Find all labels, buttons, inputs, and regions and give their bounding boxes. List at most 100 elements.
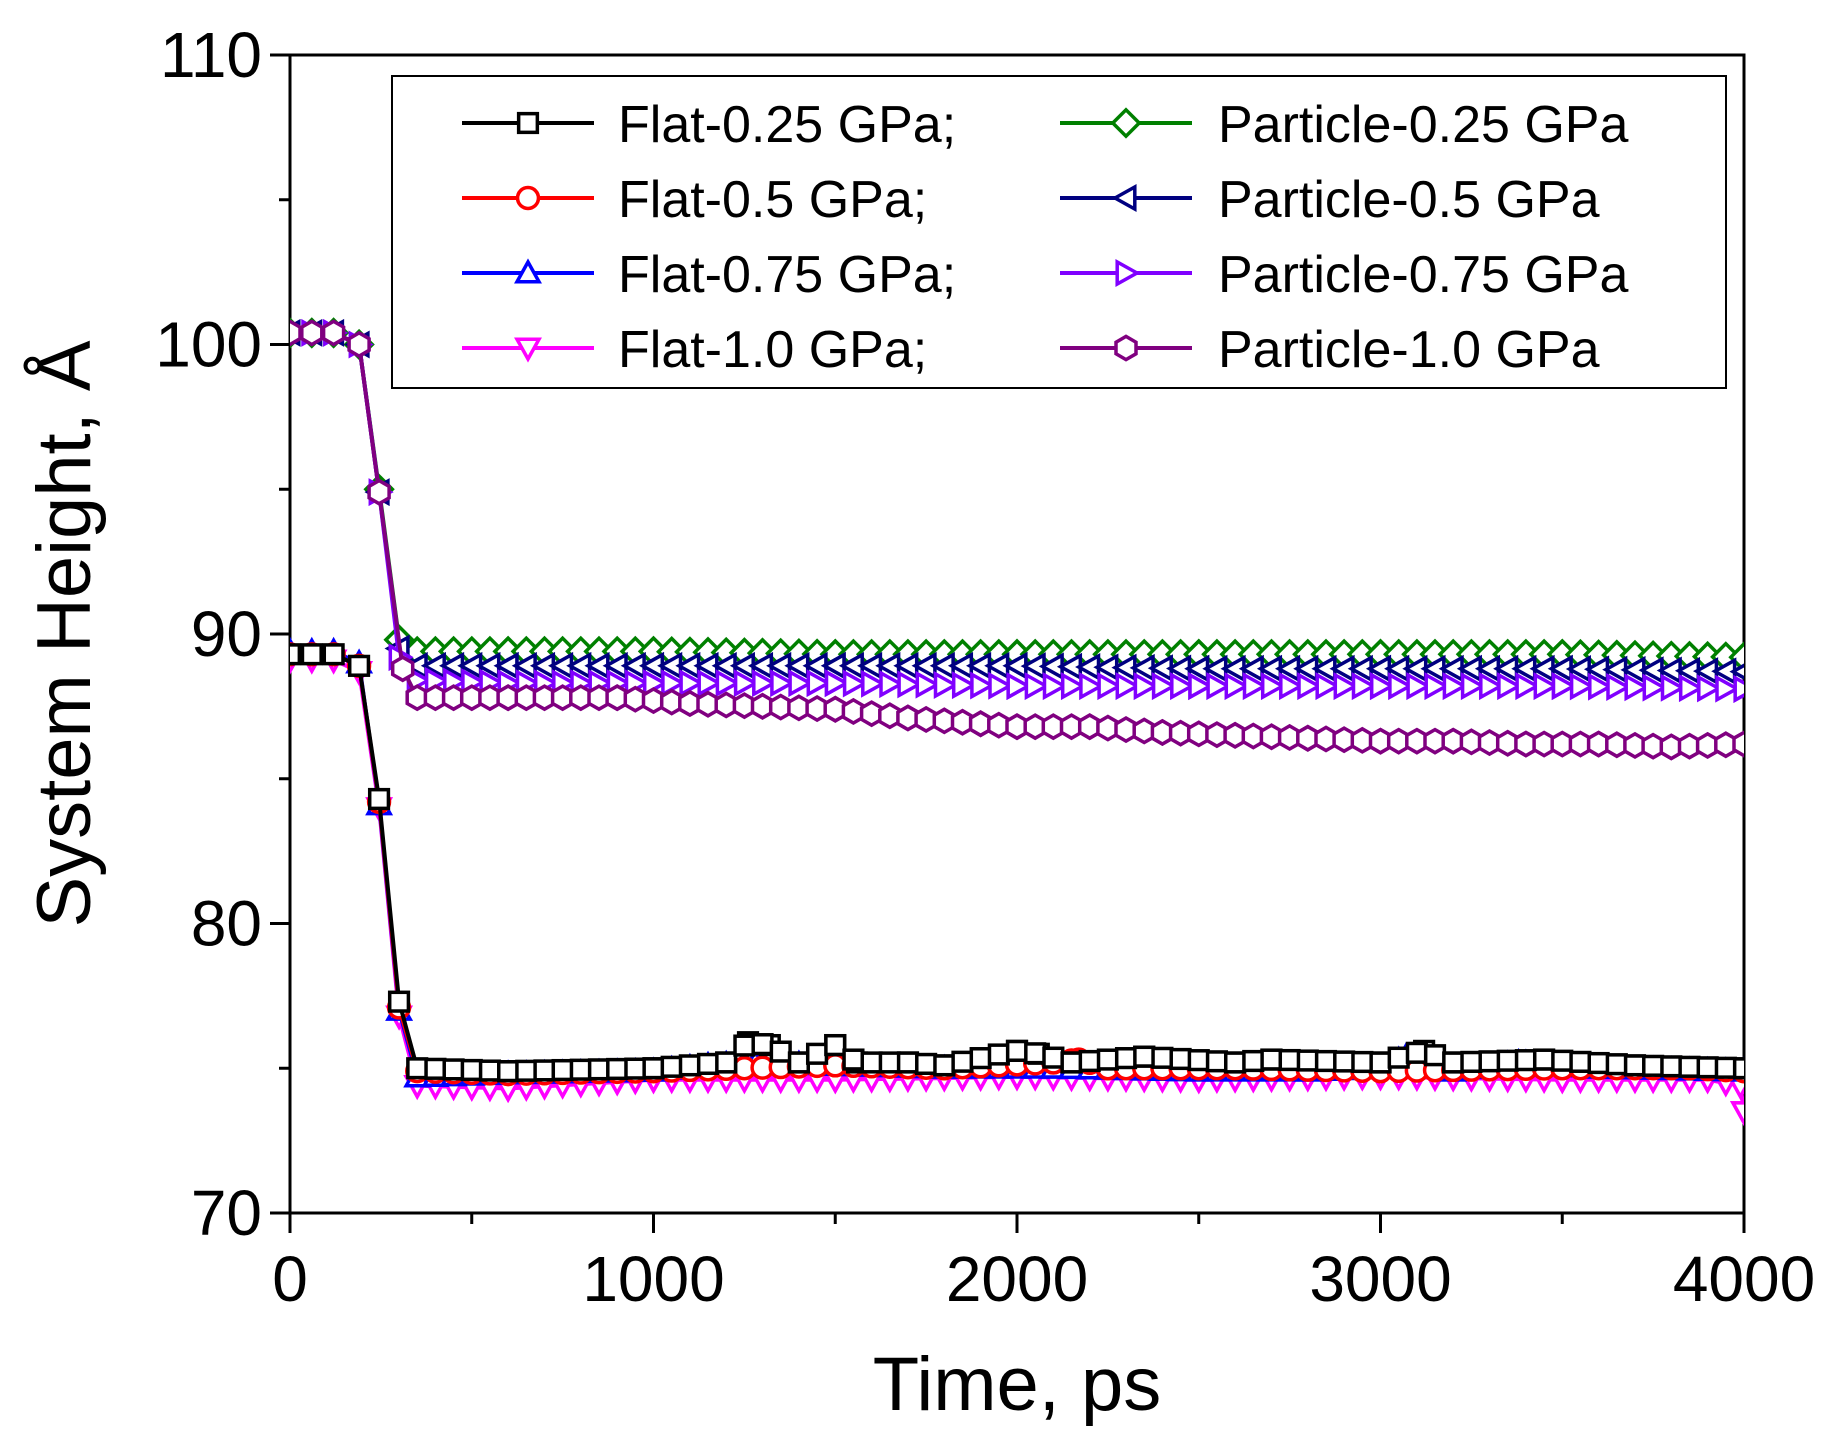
line-marker (933, 1054, 956, 1077)
line-marker (1715, 674, 1741, 703)
data-point (347, 330, 371, 359)
series-0 (290, 643, 1744, 1083)
line-marker (1060, 1051, 1083, 1074)
legend-item: Particle-0.25 GPa (1060, 96, 1628, 154)
legend-label: Flat-0.25 GPa; (618, 96, 956, 154)
line-marker (1024, 1042, 1047, 1065)
x-tick-label: 2000 (946, 1243, 1088, 1315)
series-7 (290, 319, 1744, 761)
line-marker (1496, 1049, 1519, 1072)
line-marker (1369, 672, 1396, 701)
legend-box (391, 75, 1727, 389)
line-marker (788, 669, 814, 698)
legend-marker (1111, 184, 1137, 212)
line-marker (861, 669, 887, 698)
line-marker (1733, 675, 1744, 703)
line-marker (1460, 1050, 1483, 1073)
series-6 (290, 318, 1744, 703)
series-layer (290, 317, 1744, 1127)
legend-marker (516, 111, 540, 135)
axis-ticks: 0 1000 2000 3000 4000 70 80 90 100 110 (155, 19, 1815, 1315)
line-marker (1732, 730, 1744, 758)
line-marker (1096, 1048, 1119, 1071)
legend-marker (1115, 259, 1141, 287)
legend-label: Flat-0.75 GPa; (618, 246, 956, 304)
line-marker (770, 669, 796, 698)
data-point (290, 643, 302, 666)
line-marker (824, 669, 850, 698)
line-marker (1205, 1050, 1229, 1073)
line-marker (606, 1057, 629, 1081)
legend-label: Particle-0.25 GPa (1218, 96, 1628, 154)
line-marker (1606, 673, 1632, 701)
data-point (290, 319, 302, 347)
line-marker (1424, 672, 1450, 701)
line-marker (1114, 1047, 1138, 1070)
line-marker (1387, 1046, 1410, 1069)
line-marker (1728, 641, 1744, 673)
line-marker (769, 1040, 792, 1063)
line-marker (933, 671, 959, 699)
line-marker (1697, 674, 1723, 703)
line-marker (878, 1051, 901, 1074)
legend-marker (1110, 107, 1142, 139)
line-marker (1442, 672, 1468, 701)
line-marker (1551, 1049, 1574, 1072)
line-marker (1532, 1048, 1556, 1071)
legend-marker (515, 185, 541, 211)
line-marker (1642, 673, 1668, 702)
line-marker (1478, 1050, 1501, 1073)
line-marker (678, 1054, 701, 1077)
legend-marker (514, 337, 542, 363)
line-marker (660, 1055, 683, 1078)
legend-item: Flat-0.5 GPa; (462, 171, 927, 229)
line-marker (951, 671, 978, 700)
legend-label: Flat-1.0 GPa; (618, 321, 927, 379)
data-point (347, 654, 371, 677)
data-point (367, 478, 391, 506)
line-marker (1024, 672, 1050, 701)
line-marker (1588, 672, 1614, 701)
line-marker (751, 1033, 774, 1056)
line-marker (1406, 672, 1432, 701)
line-marker (1242, 1049, 1265, 1073)
line-marker (1042, 672, 1068, 701)
y-tick-label: 100 (155, 309, 262, 381)
line-marker (515, 1059, 538, 1082)
line-marker (1678, 1055, 1701, 1078)
line-marker (1206, 672, 1232, 701)
data-point (367, 787, 391, 811)
line-marker (860, 1051, 883, 1074)
line-marker (661, 669, 687, 698)
line-marker (533, 1059, 556, 1082)
data-point (321, 319, 346, 347)
legend-label: Particle-1.0 GPa (1218, 321, 1600, 379)
line-marker (1187, 1049, 1210, 1072)
line-marker (842, 1048, 865, 1071)
y-tick-label: 70 (191, 1177, 262, 1249)
legend: Flat-0.25 GPa; Flat-0.5 GPa; Flat-0.75 GPa… (462, 96, 1628, 379)
line-marker (951, 1050, 974, 1073)
line-marker (1005, 1039, 1029, 1062)
y-tick-label: 80 (191, 888, 262, 960)
legend-item: Flat-1.0 GPa; (462, 321, 927, 379)
line-marker (1678, 674, 1705, 703)
line-marker (1079, 672, 1105, 701)
data-point (300, 643, 323, 666)
y-tick-label: 110 (160, 19, 262, 91)
line-marker (1296, 1049, 1319, 1072)
line-marker (1515, 672, 1541, 701)
legend-item: Particle-1.0 GPa (1060, 321, 1600, 379)
line-marker (1333, 672, 1359, 701)
line-marker (715, 669, 741, 698)
line-marker (1242, 672, 1268, 701)
legend-marker (1114, 334, 1138, 362)
line-marker (1351, 1050, 1374, 1074)
line-marker (1170, 672, 1196, 701)
line-marker (715, 1051, 738, 1074)
line-marker (1714, 1056, 1737, 1079)
data-point (322, 643, 345, 666)
line-marker (1388, 672, 1414, 701)
line-marker (1732, 1057, 1744, 1080)
line-marker (752, 669, 778, 698)
